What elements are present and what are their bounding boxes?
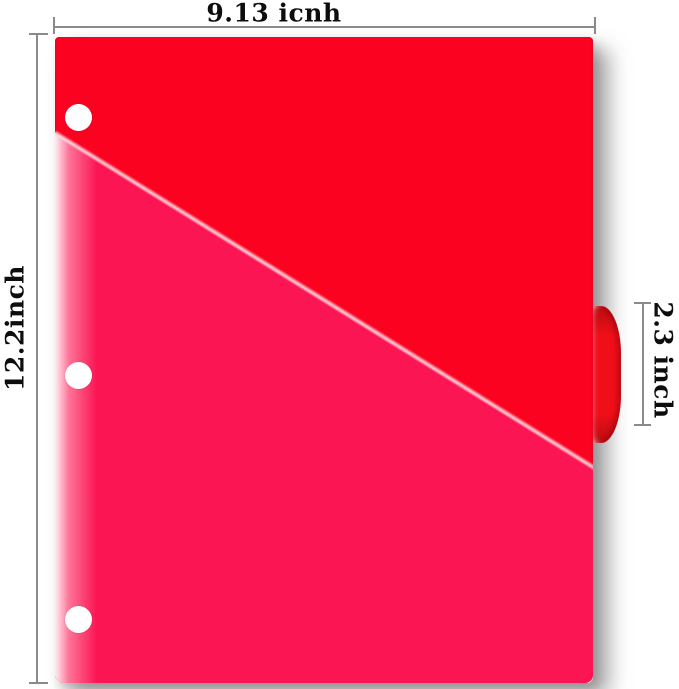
width-measurement-tick-right — [594, 17, 596, 34]
height-measurement-tick-bottom — [29, 682, 48, 684]
height-measurement-tick-top — [29, 33, 48, 35]
diagonal-pocket — [55, 133, 593, 683]
folder-body — [55, 37, 593, 683]
tab-measurement-label: 2.3 inch — [648, 301, 678, 419]
tab-measurement-tick-top — [634, 302, 651, 304]
tab-measurement-line — [642, 302, 644, 426]
binder-hole-middle — [65, 362, 92, 389]
width-measurement-line — [53, 26, 595, 28]
binder-hole-top — [65, 104, 92, 131]
width-measurement-tick-left — [53, 17, 55, 34]
height-measurement-label: 12.2inch — [0, 265, 30, 391]
tab-measurement-tick-bottom — [634, 424, 651, 426]
width-measurement-label: 9.13 icnh — [206, 0, 342, 28]
height-measurement-line — [36, 33, 38, 684]
binder-hole-bottom — [65, 606, 92, 633]
